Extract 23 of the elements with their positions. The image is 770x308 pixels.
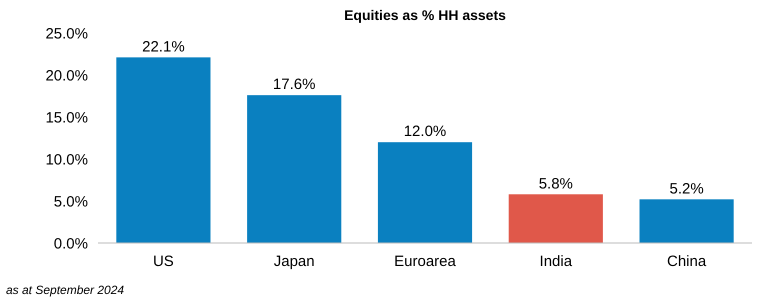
- x-tick-label: US: [152, 253, 174, 270]
- y-tick-label: 15.0%: [45, 109, 88, 126]
- x-tick-label: India: [540, 253, 573, 270]
- x-tick-label: China: [667, 253, 707, 270]
- bar: [640, 199, 734, 243]
- y-tick-label: 10.0%: [45, 151, 88, 168]
- data-label: 5.8%: [538, 175, 573, 192]
- text: as at September 2024: [6, 283, 124, 297]
- data-label: 17.6%: [272, 76, 316, 94]
- bar: [508, 194, 603, 243]
- data-label: 22.1%: [142, 38, 185, 56]
- x-tick-label: Euroarea: [394, 253, 457, 270]
- x-tick-label: Japan: [274, 253, 315, 270]
- bar: [116, 57, 210, 243]
- y-tick-label: 0.0%: [54, 235, 88, 252]
- chart-title: Equities as % HH assets: [344, 7, 506, 23]
- bar: [378, 142, 472, 243]
- data-label: 12.0%: [404, 123, 446, 140]
- y-tick-label: 25.0%: [45, 25, 88, 42]
- bar: [247, 95, 342, 243]
- data-label: 5.2%: [670, 180, 704, 198]
- y-tick-label: 20.0%: [45, 67, 88, 84]
- y-tick-label: 5.0%: [54, 193, 88, 210]
